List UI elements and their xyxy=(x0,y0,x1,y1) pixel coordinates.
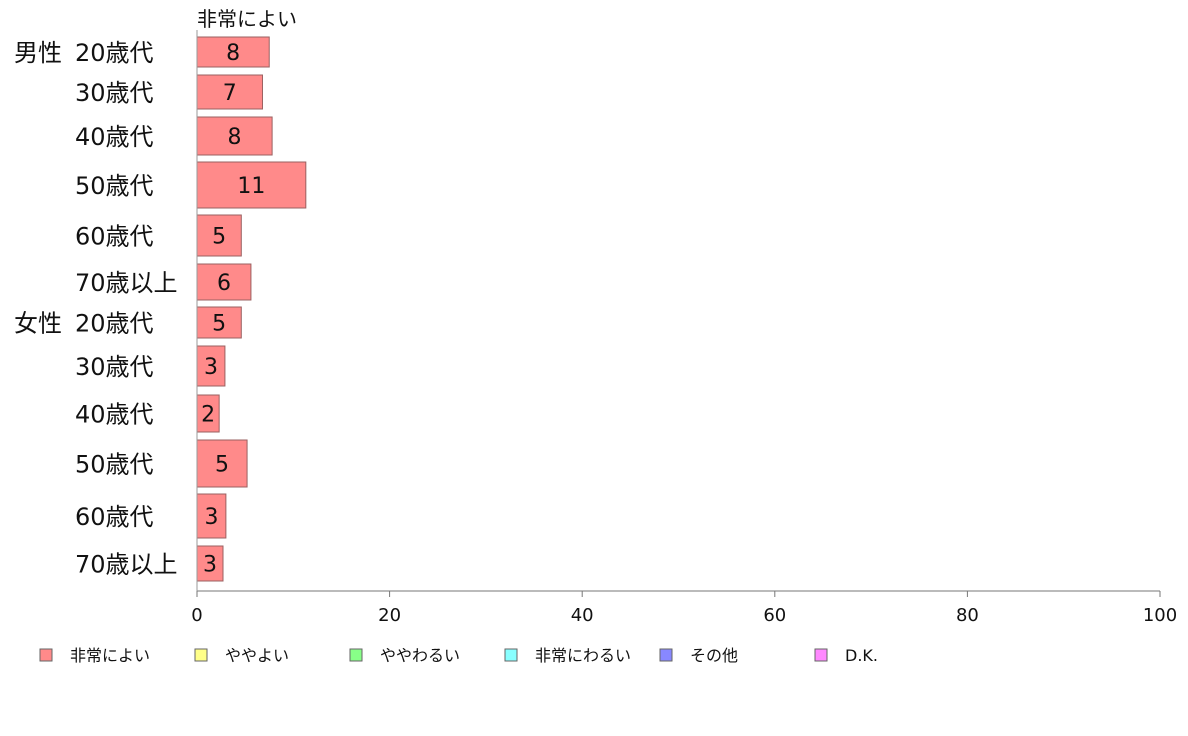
bar-value-label: 3 xyxy=(204,355,218,380)
legend-swatch xyxy=(659,648,673,662)
bar-value-label: 5 xyxy=(215,453,229,478)
bar-value-label: 3 xyxy=(203,553,217,578)
legend-label: ややよい xyxy=(225,646,289,665)
top-series-label: 非常によい xyxy=(197,7,297,31)
category-label: 70歳以上 xyxy=(75,269,178,297)
x-tick-label: 0 xyxy=(191,605,202,626)
legend-label: 非常にわるい xyxy=(535,646,631,665)
bar-value-label: 5 xyxy=(212,225,226,250)
legend-swatch xyxy=(504,648,518,662)
x-axis: 0 20 40 60 80 100 xyxy=(191,30,1177,626)
x-tick-label: 40 xyxy=(571,605,594,626)
legend-swatch xyxy=(194,648,208,662)
legend: 非常によい ややよい ややわるい 非常にわるい その他 D.K. xyxy=(39,646,878,665)
category-label: 40歳代 xyxy=(75,401,154,429)
category-labels: 20歳代男性30歳代40歳代50歳代60歳代70歳以上20歳代女性30歳代40歳… xyxy=(14,39,178,579)
bar-value-label: 11 xyxy=(237,174,265,199)
legend-swatch xyxy=(814,648,828,662)
x-tick-label: 100 xyxy=(1143,605,1177,626)
category-label: 30歳代 xyxy=(75,79,154,107)
category-label: 60歳代 xyxy=(75,503,154,531)
legend-label: D.K. xyxy=(845,646,878,665)
category-label: 70歳以上 xyxy=(75,551,178,579)
bar xyxy=(196,74,263,110)
category-label: 50歳代 xyxy=(75,172,154,200)
x-tick-label: 20 xyxy=(378,605,401,626)
legend-swatch xyxy=(349,648,363,662)
bar-value-label: 7 xyxy=(223,81,237,106)
legend-label: 非常によい xyxy=(70,646,150,665)
legend-label: ややわるい xyxy=(380,646,460,665)
bar-value-label: 6 xyxy=(217,271,231,296)
bar xyxy=(196,36,270,68)
category-label: 20歳代 xyxy=(75,310,154,338)
bar xyxy=(196,116,273,156)
bar-value-label: 2 xyxy=(201,403,215,428)
category-label: 20歳代 xyxy=(75,39,154,67)
bar xyxy=(196,306,242,339)
bar-value-label: 8 xyxy=(226,41,240,66)
bar-value-label: 5 xyxy=(212,312,226,337)
group-label: 男性 xyxy=(14,39,62,67)
category-label: 40歳代 xyxy=(75,123,154,151)
legend-swatch xyxy=(39,648,53,662)
bar-value-label: 8 xyxy=(228,125,242,150)
x-tick-label: 80 xyxy=(956,605,979,626)
category-label: 30歳代 xyxy=(75,353,154,381)
legend-label: その他 xyxy=(690,646,738,665)
bar xyxy=(196,161,307,209)
group-label: 女性 xyxy=(14,310,62,338)
category-label: 60歳代 xyxy=(75,223,154,251)
category-label: 50歳代 xyxy=(75,451,154,479)
bar xyxy=(196,214,242,257)
x-tick-label: 60 xyxy=(763,605,786,626)
bar-value-label: 3 xyxy=(204,505,218,530)
